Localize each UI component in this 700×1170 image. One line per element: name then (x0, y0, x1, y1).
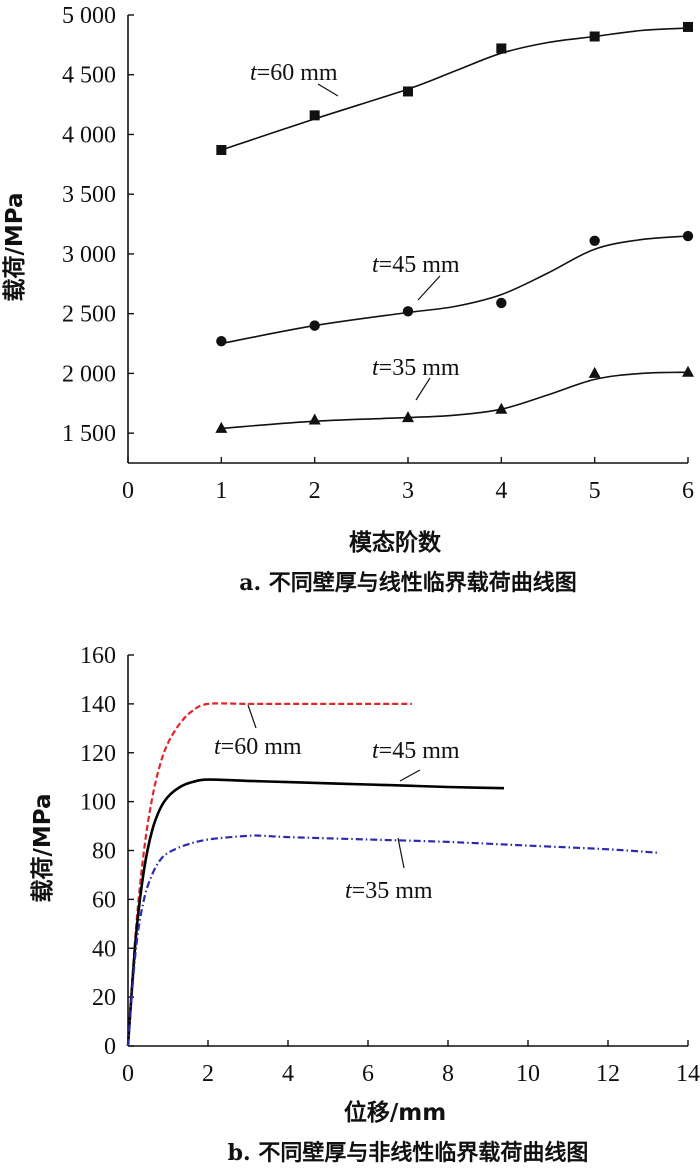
x-tick-label: 4 (495, 478, 507, 504)
series-label: t=45 mm (372, 252, 460, 278)
chart-linear-critical-load: 0 1 2 3 4 5 6 1 500 2 000 2 500 3 000 3 500 4 000 4 … (2, 3, 694, 596)
x-ticks: 0 2 4 6 8 10 12 14 (122, 1040, 700, 1087)
chart-caption: a. 不同壁厚与线性临界载荷曲线图 (239, 570, 577, 596)
data-point (588, 366, 601, 378)
data-point (683, 21, 693, 32)
y-tick-label: 100 (80, 790, 116, 816)
series-t-45-mm: t=45 mm (216, 230, 694, 347)
series-group: t=60 mm t=45 mm t=35 mm (215, 21, 694, 433)
data-point (309, 110, 320, 121)
x-tick-label: 0 (122, 478, 134, 504)
x-tick-label: 2 (202, 1061, 214, 1087)
label-leader-line (415, 377, 431, 401)
x-ticks: 0 1 2 3 4 5 6 (122, 457, 694, 504)
y-tick-label: 80 (92, 839, 116, 865)
data-point (589, 235, 600, 246)
series-line (221, 27, 689, 151)
series-label: t=60 mm (214, 734, 302, 760)
series-line (126, 834, 661, 1047)
series-label: t=45 mm (372, 738, 460, 764)
series-label: t=35 mm (372, 355, 460, 381)
series-t-60-mm: t=60 mm (216, 21, 693, 155)
y-tick-label: 5 000 (62, 3, 116, 29)
data-point (309, 320, 320, 331)
y-tick-label: 60 (92, 887, 116, 913)
series-line (221, 371, 689, 430)
label-leader-line (317, 83, 339, 97)
x-tick-label: 8 (442, 1061, 454, 1087)
data-point (215, 421, 228, 433)
y-tick-label: 2 000 (62, 361, 116, 387)
y-tick-label: 4 000 (62, 122, 116, 148)
series-t-60-mm: t=60 mm (126, 702, 412, 1047)
x-tick-label: 6 (682, 478, 694, 504)
label-leader-line (397, 837, 405, 869)
x-axis-label: 位移/mm (344, 1099, 446, 1126)
y-ticks: 0 20 40 60 80 100 120 140 160 (80, 643, 134, 1060)
y-axis-label: 载荷/MPa (2, 192, 28, 301)
label-leader-line (247, 704, 257, 729)
data-point (495, 402, 508, 414)
x-tick-label: 6 (362, 1061, 374, 1087)
x-tick-label: 1 (215, 478, 227, 504)
series-label: t=35 mm (345, 878, 433, 904)
series-line (126, 702, 412, 1047)
x-tick-label: 3 (402, 478, 414, 504)
series-t-45-mm: t=45 mm (126, 738, 505, 1047)
x-tick-label: 5 (589, 478, 601, 504)
x-tick-label: 10 (516, 1061, 540, 1087)
y-axis-label: 载荷/MPa (30, 793, 56, 902)
x-tick-label: 2 (309, 478, 321, 504)
data-point (216, 144, 227, 155)
data-point (496, 297, 507, 309)
x-tick-label: 12 (596, 1061, 620, 1087)
x-tick-label: 0 (122, 1061, 134, 1087)
chart-nonlinear-critical-load: 0 2 4 6 8 10 12 14 0 20 40 60 80 100 120 140 160 t=60 m… (30, 643, 700, 1166)
y-tick-label: 4 500 (62, 63, 116, 89)
label-leader-line (399, 769, 421, 782)
y-ticks: 1 500 2 000 2 500 3 000 3 500 4 000 4 500 5 000 (62, 3, 134, 447)
series-t-35-mm: t=35 mm (215, 355, 694, 433)
series-line (221, 235, 689, 345)
x-tick-label: 14 (676, 1061, 700, 1087)
y-tick-label: 160 (80, 643, 116, 669)
series-group: t=60 mm t=45 mm t=35 mm (126, 702, 661, 1047)
y-tick-label: 40 (92, 936, 116, 962)
series-label: t=60 mm (250, 60, 338, 86)
y-tick-label: 0 (104, 1034, 116, 1060)
data-point (589, 31, 600, 42)
y-tick-label: 140 (80, 692, 116, 718)
y-tick-label: 1 500 (62, 421, 116, 447)
x-tick-label: 4 (282, 1061, 294, 1087)
y-tick-label: 2 500 (62, 302, 116, 328)
data-point (682, 230, 694, 242)
series-line (126, 778, 505, 1047)
y-tick-label: 20 (92, 985, 116, 1011)
data-point (216, 335, 227, 347)
data-point (308, 413, 321, 425)
x-axis-label: 模态阶数 (349, 529, 442, 556)
label-leader-line (417, 275, 441, 301)
series-t-35-mm: t=35 mm (126, 834, 661, 1047)
data-point (682, 365, 694, 377)
y-tick-label: 3 000 (62, 242, 116, 268)
chart-caption: b. 不同壁厚与非线性临界载荷曲线图 (228, 1140, 589, 1166)
y-tick-label: 120 (80, 741, 116, 767)
data-point (402, 411, 414, 423)
y-tick-label: 3 500 (62, 182, 116, 208)
data-point (496, 43, 507, 54)
data-point (402, 306, 414, 317)
data-point (403, 86, 413, 97)
